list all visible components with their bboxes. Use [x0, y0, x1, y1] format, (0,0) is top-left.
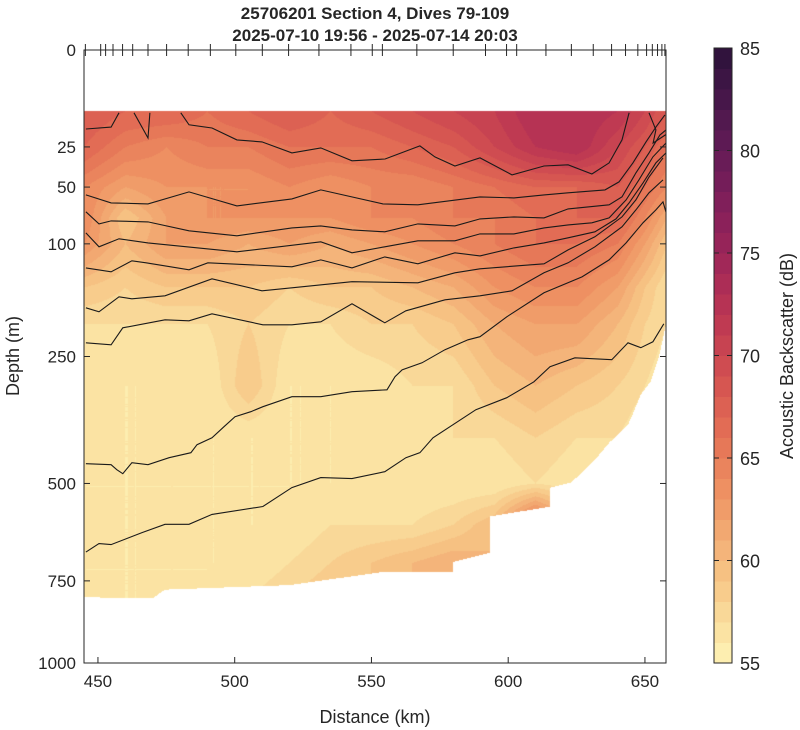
colorbar-swatch	[714, 150, 732, 172]
backscatter-filled-contour-field	[84, 50, 666, 663]
y-tick-label: 25	[57, 138, 76, 157]
y-tick-label: 50	[57, 178, 76, 197]
plot-axes-box	[83, 49, 667, 664]
colorbar-swatch	[714, 540, 732, 561]
contour-line	[133, 112, 151, 140]
y-axis-label: Depth (m)	[3, 316, 23, 396]
contour-line	[85, 179, 664, 346]
colorbar-swatch	[714, 560, 732, 582]
colorbar-swatch	[714, 355, 732, 377]
x-tick-label: 500	[221, 672, 249, 691]
colorbar-swatch	[714, 109, 732, 131]
colorbar-swatch	[714, 437, 732, 459]
colorbar-swatch	[714, 232, 732, 254]
colorbar-swatch	[714, 458, 732, 479]
x-tick-label: 600	[494, 672, 522, 691]
colorbar-tick-label: 80	[740, 142, 760, 162]
contour-line	[85, 129, 667, 237]
contour-line	[85, 157, 664, 313]
colorbar-swatch	[714, 519, 732, 541]
x-axis-label: Distance (km)	[319, 707, 430, 727]
colorbar-swatch	[714, 622, 732, 643]
colorbar-swatch	[714, 499, 732, 520]
colorbar-swatch	[714, 212, 732, 233]
contour-line	[648, 112, 667, 145]
contour-line	[85, 152, 667, 273]
contour-line	[85, 114, 666, 207]
y-tick-label: 0	[67, 41, 76, 60]
colorbar-swatch	[714, 294, 732, 315]
contour-line	[85, 142, 667, 254]
colorbar-tick-label: 85	[740, 39, 760, 59]
colorbar-swatch	[714, 273, 732, 295]
colorbar-swatch	[714, 376, 732, 397]
colorbar-tick-label: 65	[740, 449, 760, 469]
contour-lines	[85, 112, 667, 553]
colorbar-swatch	[714, 417, 732, 438]
contour-line	[85, 112, 120, 130]
colorbar-swatch	[714, 581, 732, 602]
y-axis-ticks: 0 25 50 100 250 500 750 1000	[38, 41, 666, 673]
x-tick-label: 650	[631, 672, 659, 691]
colorbar-swatch	[714, 642, 732, 664]
colorbar-swatch	[714, 130, 732, 151]
y-tick-label: 250	[48, 348, 76, 367]
dive-position-ticks	[84, 44, 666, 56]
colorbar-frame	[713, 47, 733, 664]
y-tick-label: 750	[48, 572, 76, 591]
colorbar-swatch	[714, 68, 732, 90]
contour-line	[85, 323, 665, 553]
colorbar-tick-label: 70	[740, 347, 760, 367]
colorbar-label: Acoustic Backscatter (dB)	[777, 253, 797, 459]
contour-line	[85, 200, 667, 475]
colorbar-swatch	[714, 478, 732, 500]
x-tick-label: 550	[357, 672, 385, 691]
x-tick-label: 450	[84, 672, 112, 691]
chart-title-line-1: 25706201 Section 4, Dives 79-109	[241, 4, 509, 23]
colorbar-tick-label: 75	[740, 244, 760, 264]
colorbar-swatch	[714, 48, 732, 69]
colorbar: 55 60 65 70 75 80 85	[714, 39, 760, 674]
colorbar-swatch	[714, 335, 732, 356]
colorbar-swatch	[714, 253, 732, 274]
colorbar-swatch	[714, 191, 732, 213]
chart-title-line-2: 2025-07-10 19:56 - 2025-07-14 20:03	[232, 26, 517, 45]
colorbar-swatch	[714, 89, 732, 110]
y-tick-label: 1000	[38, 654, 76, 673]
colorbar-tick-label: 55	[740, 654, 760, 674]
y-tick-label: 500	[48, 474, 76, 493]
y-tick-label: 100	[48, 235, 76, 254]
x-axis-ticks: 450 500 550 600 650	[84, 657, 659, 691]
colorbar-swatch	[714, 171, 732, 192]
colorbar-swatch	[714, 396, 732, 418]
colorbar-swatch	[714, 314, 732, 336]
colorbar-tick-label: 60	[740, 552, 760, 572]
colorbar-swatch	[714, 601, 732, 623]
contour-line	[180, 112, 630, 176]
